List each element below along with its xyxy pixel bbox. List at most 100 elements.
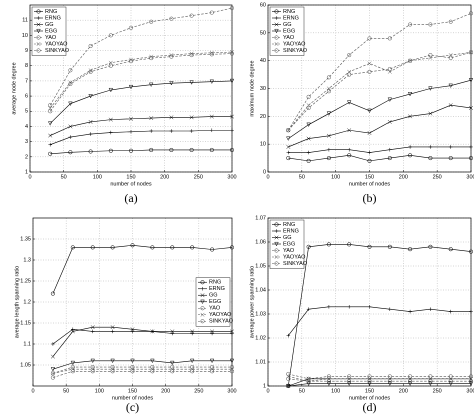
marker (149, 147, 154, 153)
marker (210, 369, 215, 374)
marker (129, 129, 133, 134)
marker (468, 374, 474, 379)
marker (387, 374, 392, 379)
marker (230, 50, 234, 55)
marker (189, 358, 195, 364)
x-tick-label: 300 (227, 388, 236, 394)
legend-marker (274, 22, 279, 27)
marker (108, 117, 113, 122)
marker (88, 68, 93, 73)
marker (448, 19, 453, 24)
marker (48, 133, 53, 138)
marker (347, 379, 352, 384)
y-tick-label: 1.07 (255, 215, 266, 221)
series-line (288, 13, 472, 131)
marker (150, 358, 155, 364)
y-tick-label: 60 (260, 2, 266, 8)
legend-marker (36, 48, 41, 53)
marker (407, 92, 413, 97)
marker (68, 80, 73, 85)
marker (68, 124, 73, 129)
marker (286, 150, 291, 155)
y-tick-label: 7 (25, 78, 28, 84)
marker (387, 69, 392, 74)
marker (229, 245, 235, 250)
marker (170, 331, 175, 336)
marker (286, 156, 291, 161)
series-line (288, 104, 472, 148)
legend-marker (274, 35, 279, 40)
marker (209, 79, 215, 85)
marker (306, 150, 311, 155)
marker (169, 53, 174, 58)
legend-marker (36, 28, 41, 34)
legend-marker (274, 261, 279, 266)
x-tick-label: 0 (28, 174, 31, 180)
y-axis-label: average power spanning ratio (249, 266, 255, 338)
marker (50, 371, 55, 376)
marker (469, 50, 473, 55)
marker (130, 358, 135, 364)
x-tick-label: 0 (266, 388, 269, 394)
y-tick-label: 1.06 (255, 239, 266, 245)
y-axis-label: average length spanning ratio (14, 266, 20, 338)
marker (306, 103, 311, 108)
marker (230, 114, 234, 119)
marker (469, 145, 473, 149)
y-tick-label: 6 (25, 94, 28, 100)
marker (326, 381, 332, 386)
series-line (50, 149, 232, 155)
marker (448, 156, 453, 161)
legend-marker (36, 22, 41, 27)
marker (48, 106, 53, 111)
marker (347, 305, 351, 309)
marker (326, 89, 331, 94)
marker (387, 36, 392, 41)
marker (230, 331, 234, 336)
marker (189, 51, 194, 56)
y-tick-label: 1 (263, 383, 266, 389)
marker (90, 369, 95, 374)
marker (306, 379, 311, 384)
y-tick-label: 10 (260, 142, 266, 148)
marker (347, 72, 352, 77)
marker (88, 132, 93, 136)
x-axis-label: number of nodes (112, 395, 154, 401)
x-tick-label: 0 (31, 388, 34, 394)
y-tick-label: 1.15 (20, 320, 31, 326)
legend-marker (274, 16, 279, 20)
x-tick-label: 200 (160, 174, 169, 180)
marker (327, 305, 331, 309)
legend-label: YAO (45, 35, 57, 41)
marker (230, 128, 234, 133)
series-line (288, 146, 471, 153)
legend-marker (274, 222, 279, 227)
legend-label: EGG (283, 28, 295, 34)
y-tick-label: 1.02 (255, 335, 266, 341)
series-line (288, 52, 472, 131)
legend-label: YAOYAO (45, 41, 68, 47)
series-line (288, 376, 471, 382)
marker (408, 374, 413, 379)
x-tick-label: 300 (227, 174, 236, 180)
marker (306, 244, 311, 249)
marker (128, 25, 134, 30)
marker (346, 381, 352, 386)
legend-marker (200, 299, 205, 305)
y-tick-label: 1.03 (255, 311, 266, 317)
legend-label: SINKYAO (45, 48, 70, 54)
legend-marker (36, 16, 41, 20)
legend-marker (274, 248, 279, 253)
panel-caption: (a) (124, 191, 137, 205)
marker (428, 381, 433, 386)
marker (88, 149, 93, 154)
x-tick-label: 250 (194, 174, 203, 180)
marker (306, 105, 311, 111)
x-tick-label: 50 (61, 174, 67, 180)
marker (169, 81, 174, 86)
marker (109, 130, 113, 135)
legend-label: GG (283, 22, 292, 28)
marker (367, 69, 372, 74)
legend-label: EGG (45, 28, 57, 34)
panel-caption: (b) (363, 191, 377, 205)
